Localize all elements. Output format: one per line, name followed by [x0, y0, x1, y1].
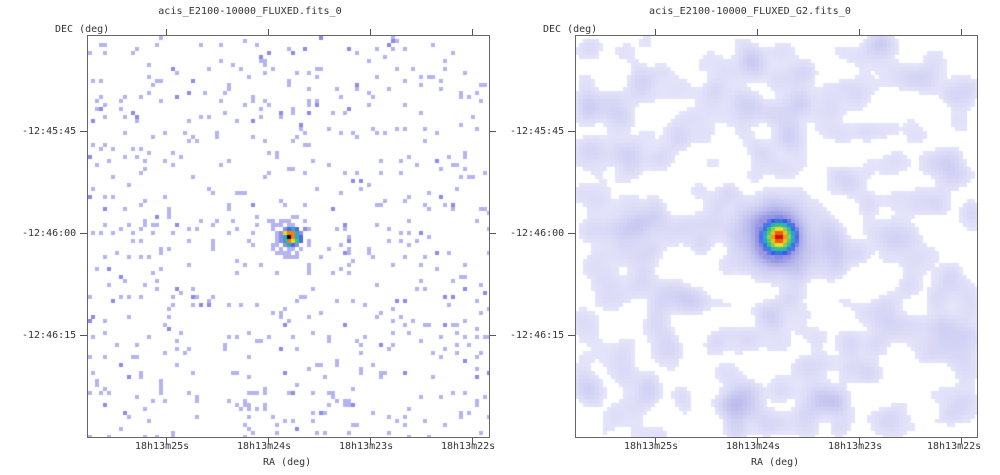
panel-title: acis_E2100-10000_FLUXED.fits_0 — [158, 6, 342, 17]
x-tick-mark — [370, 438, 371, 444]
x-tick-label: 18h13m22s — [927, 441, 982, 452]
image-canvas-smoothed[interactable] — [576, 36, 977, 437]
image-canvas-raw[interactable] — [88, 36, 489, 437]
y-tick-mark — [568, 233, 575, 234]
y-tick-mark — [80, 131, 87, 132]
y-tick-label: -12:45:45 — [22, 126, 77, 137]
image-panel-smoothed: acis_E2100-10000_FLUXED_G2.fits_0 DEC (d… — [500, 0, 1000, 475]
x-tick-mark — [472, 29, 473, 35]
x-tick-label: 18h13m23s — [339, 441, 394, 452]
y-tick-mark — [568, 131, 575, 132]
x-tick-label: 18h13m22s — [441, 441, 496, 452]
image-plot-raw[interactable] — [87, 35, 490, 438]
x-tick-mark — [166, 29, 167, 35]
x-tick-mark — [961, 438, 962, 444]
x-tick-label: 18h13m24s — [726, 441, 781, 452]
y-tick-label: -12:46:15 — [510, 330, 565, 341]
panel-title: acis_E2100-10000_FLUXED_G2.fits_0 — [649, 6, 851, 17]
x-tick-mark — [859, 29, 860, 35]
x-tick-mark — [268, 29, 269, 35]
x-tick-mark — [859, 438, 860, 444]
x-tick-mark — [757, 438, 758, 444]
x-tick-mark — [961, 29, 962, 35]
x-axis-label: RA (deg) — [751, 457, 800, 468]
image-plot-smoothed[interactable] — [575, 35, 978, 438]
image-panel-raw: acis_E2100-10000_FLUXED.fits_0 DEC (deg)… — [22, 6, 496, 468]
y-tick-label: -12:46:15 — [22, 330, 77, 341]
x-axis-label: RA (deg) — [263, 457, 312, 468]
x-tick-mark — [655, 438, 656, 444]
x-tick-label: 18h13m23s — [828, 441, 883, 452]
y-tick-label: -12:45:45 — [510, 126, 565, 137]
x-tick-label: 18h13m25s — [624, 441, 679, 452]
x-tick-label: 18h13m25s — [135, 441, 190, 452]
x-tick-mark — [166, 438, 167, 444]
y-tick-label: -12:46:00 — [510, 228, 565, 239]
x-tick-mark — [370, 29, 371, 35]
y-axis-label: DEC (deg) — [543, 24, 598, 35]
y-tick-mark — [568, 335, 575, 336]
x-tick-mark — [757, 29, 758, 35]
y-tick-mark — [490, 131, 496, 132]
y-tick-label: -12:46:00 — [22, 228, 77, 239]
x-tick-label: 18h13m24s — [237, 441, 292, 452]
y-tick-mark — [80, 335, 87, 336]
x-tick-mark — [268, 438, 269, 444]
x-tick-mark — [472, 438, 473, 444]
y-tick-mark — [490, 335, 496, 336]
y-axis-label: DEC (deg) — [55, 24, 110, 35]
y-tick-mark — [80, 233, 87, 234]
y-tick-mark — [490, 233, 496, 234]
x-tick-mark — [655, 29, 656, 35]
